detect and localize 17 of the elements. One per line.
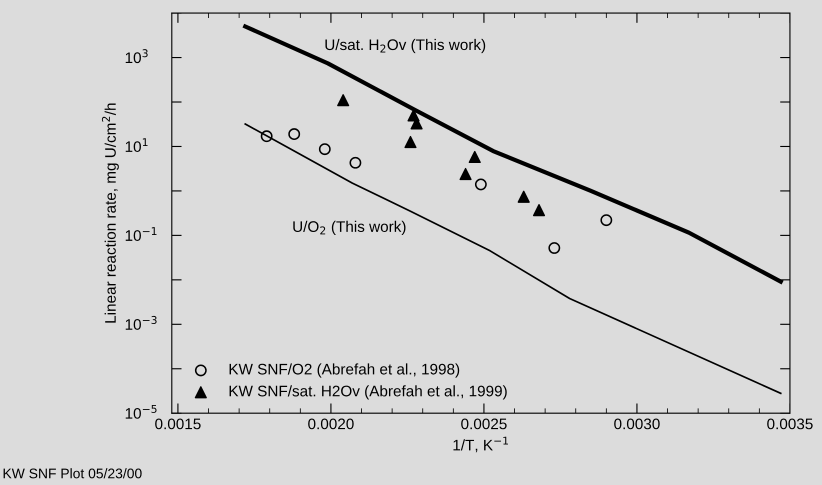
x-tick-label: 0.0020 bbox=[308, 418, 354, 430]
legend-label: KW SNF/sat. H2Ov (Abrefah et al., 1999) bbox=[230, 385, 507, 400]
annotation: U/O$_{2}$ (This work) bbox=[293, 220, 406, 236]
y-axis-title: Linear reaction rate, mg U/cm$^{2}$/h bbox=[102, 103, 119, 323]
x-tick-label: 0.0025 bbox=[461, 418, 507, 430]
text: KW SNF Plot 05/23/00 bbox=[4, 468, 142, 478]
annotation: U/sat. H$_{2}$Ov (This work) bbox=[325, 38, 486, 54]
y-tick-label: 10$^{1}$ bbox=[126, 138, 148, 152]
x-tick-label: 0.0035 bbox=[767, 418, 813, 430]
legend-label: KW SNF/O2 (Abrefah et al., 1998) bbox=[230, 363, 460, 378]
y-tick-label: 10$^{−3}$ bbox=[126, 316, 157, 330]
y-tick-label: 10$^{−5}$ bbox=[126, 405, 157, 419]
x-tick-label: 0.0030 bbox=[614, 418, 660, 430]
x-axis-title: 1/T, K$^{−1}$ bbox=[453, 436, 508, 452]
y-tick-label: 10$^{3}$ bbox=[126, 49, 148, 64]
y-tick-label: 10$^{−1}$ bbox=[126, 227, 156, 241]
x-tick-label: 0.0015 bbox=[155, 418, 201, 430]
